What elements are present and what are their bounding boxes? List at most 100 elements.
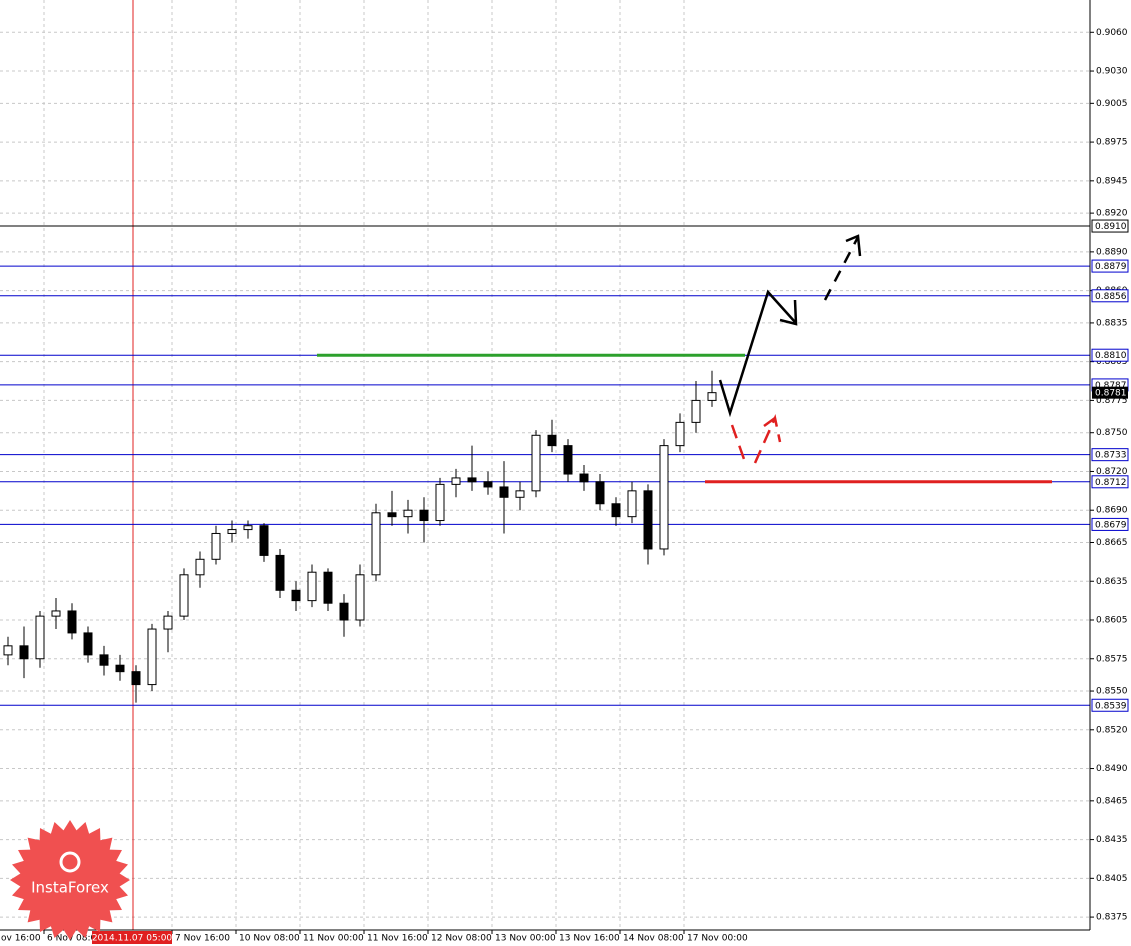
forecast-arrows	[718, 234, 862, 464]
level-label: 0.8712	[1095, 478, 1127, 488]
x-tick-label: 7 Nov 16:00	[175, 934, 230, 944]
candle-body	[179, 574, 189, 617]
candle-body	[467, 477, 477, 483]
level-label-box	[1091, 475, 1129, 489]
candle-body	[435, 483, 445, 522]
cursor-label-box	[92, 931, 172, 944]
level-label: 0.8910	[1095, 222, 1127, 232]
y-tick-label: 0.9060	[1096, 28, 1128, 38]
y-tick-label: 0.8720	[1096, 467, 1128, 477]
candle-body	[499, 486, 509, 498]
y-tick-label: 0.8405	[1096, 874, 1128, 884]
candle-body	[547, 434, 557, 447]
y-tick-label: 0.8635	[1096, 577, 1128, 587]
y-tick-label: 0.8890	[1096, 247, 1128, 257]
candle-body	[403, 509, 413, 518]
level-label-box	[1091, 348, 1129, 362]
x-tick-label: ov 16:00	[1, 934, 41, 944]
candle-body	[243, 525, 253, 531]
x-tick-label: 14 Nov 08:00	[623, 934, 684, 944]
y-tick-label: 0.8920	[1096, 209, 1128, 219]
candle-body	[83, 632, 93, 656]
x-tick-label: 11 Nov 16:00	[367, 934, 428, 944]
candle-body	[323, 571, 333, 604]
y-tick-label: 0.8520	[1096, 725, 1128, 735]
candle-body	[707, 392, 717, 401]
y-tick-label: 0.8945	[1096, 176, 1128, 186]
y-tick-label: 0.8690	[1096, 506, 1128, 516]
candle-body	[387, 512, 397, 518]
forecast-arrow	[730, 424, 747, 463]
level-label-box	[1091, 448, 1129, 462]
y-tick-label: 0.8435	[1096, 835, 1128, 845]
arrow-head	[845, 234, 862, 257]
candle-body	[371, 512, 381, 576]
candle-body	[259, 525, 269, 556]
level-label-box	[1091, 289, 1129, 303]
y-tick-label: 0.8375	[1096, 913, 1128, 923]
levels	[0, 0, 1090, 930]
y-tick-label: 0.9030	[1096, 67, 1128, 77]
candle-body	[163, 615, 173, 630]
candle-body	[419, 509, 429, 522]
candle-body	[355, 574, 365, 621]
candle-body	[531, 434, 541, 492]
cursor-label: 2014.11.07 05:00	[92, 934, 173, 944]
axis-labels: 0.9060 0.9030 0.9005 0.8975 0.8945 0.8920 0.88…	[1, 28, 1129, 944]
candle-body	[563, 445, 573, 475]
candle-body	[483, 481, 493, 488]
arrow-head	[763, 416, 776, 428]
candle-body	[595, 481, 605, 505]
y-tick-label: 0.8465	[1096, 796, 1128, 806]
level-label: 0.8810	[1095, 351, 1127, 361]
y-tick-label: 0.8665	[1096, 538, 1128, 548]
candle-body	[659, 445, 669, 550]
logo-icon	[59, 851, 81, 873]
level-label-box	[1091, 517, 1129, 531]
candle-body	[451, 477, 461, 485]
logo: InstaForex	[10, 820, 130, 940]
logo-badge	[10, 820, 130, 940]
candle-body	[275, 554, 285, 591]
y-tick-label: 0.8550	[1096, 687, 1128, 697]
candle-body	[67, 610, 77, 634]
y-tick-label: 0.8490	[1096, 764, 1128, 774]
candle-body	[339, 602, 349, 621]
candle-body	[307, 571, 317, 602]
x-tick-label: 13 Nov 00:00	[495, 934, 556, 944]
price-label-box	[1092, 386, 1128, 399]
grid	[0, 0, 1090, 930]
candle-body	[579, 473, 589, 483]
x-tick-label: 13 Nov 16:00	[559, 934, 620, 944]
level-label: 0.8856	[1095, 292, 1127, 302]
y-tick-label: 0.8575	[1096, 654, 1128, 664]
candle-body	[51, 610, 61, 617]
x-tick-label: 17 Nov 00:00	[687, 934, 748, 944]
candles	[3, 370, 717, 703]
candle-body	[611, 503, 621, 518]
level-label-box	[1091, 698, 1129, 712]
y-tick-label: 0.8605	[1096, 616, 1128, 626]
candle-body	[115, 664, 125, 673]
candle-body	[627, 490, 637, 518]
y-tick-label: 0.9005	[1096, 99, 1128, 109]
price-label: 0.8781	[1095, 389, 1127, 399]
candle-body	[147, 628, 157, 686]
y-tick-label: 0.8775	[1096, 396, 1128, 406]
candle-body	[227, 529, 237, 534]
level-label: 0.8879	[1095, 262, 1127, 272]
level-label-box	[1091, 259, 1129, 273]
level-label: 0.8787	[1095, 381, 1127, 391]
forecast-arrow	[823, 236, 860, 301]
x-tick-label: 12 Nov 08:00	[431, 934, 492, 944]
arrow-head	[779, 299, 798, 326]
candle-body	[211, 532, 221, 560]
candle-body	[691, 399, 701, 423]
candle-body	[195, 558, 205, 576]
candle-body	[35, 615, 45, 660]
candle-body	[515, 490, 525, 498]
x-tick-label: 11 Nov 00:00	[303, 934, 364, 944]
candle-body	[643, 490, 653, 550]
